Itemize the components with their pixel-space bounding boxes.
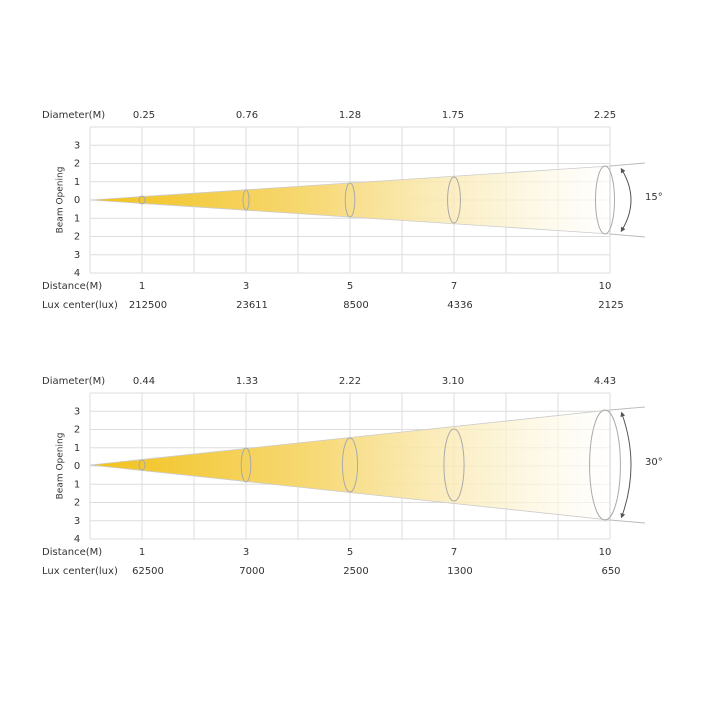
angle-arc: [620, 411, 632, 519]
lux: 2500: [343, 566, 368, 577]
y-tick: 1: [74, 479, 80, 490]
beam-section: [341, 437, 359, 493]
beam-section: [447, 176, 461, 224]
diameter: 2.25: [594, 110, 616, 121]
y-axis-label: Beam Opening: [56, 167, 66, 234]
y-axis-label: Beam Opening: [56, 433, 66, 500]
y-tick: 3: [74, 250, 80, 261]
distance-label: Distance(M): [42, 547, 102, 558]
beam-section: [594, 165, 616, 235]
edge: [609, 233, 646, 238]
distance: 3: [243, 547, 249, 558]
diameter: 0.76: [236, 110, 258, 121]
beam-section: [138, 195, 146, 205]
y-tick: 2: [74, 232, 80, 243]
lux: 8500: [343, 300, 368, 311]
lux: 62500: [132, 566, 164, 577]
diameter: 0.44: [133, 376, 155, 387]
diameter: 1.75: [442, 110, 464, 121]
beam-section: [242, 189, 250, 211]
y-tick: 2: [74, 498, 80, 509]
lux: 1300: [447, 566, 472, 577]
diameter: 1.28: [339, 110, 361, 121]
lux-label: Lux center(lux): [42, 566, 118, 577]
angle-arc: [620, 167, 632, 233]
diameter: 0.25: [133, 110, 155, 121]
distance: 7: [451, 547, 457, 558]
diameter: 3.10: [442, 376, 464, 387]
lux: 650: [601, 566, 620, 577]
beam-section: [589, 409, 621, 521]
lux-label: Lux center(lux): [42, 300, 118, 311]
distance: 7: [451, 281, 457, 292]
y-tick: 3: [74, 516, 80, 527]
diameter-label: Diameter(M): [42, 110, 105, 121]
angle: 30°: [645, 457, 663, 468]
lux: 4336: [447, 300, 472, 311]
y-tick: 4: [74, 534, 80, 545]
edge: [609, 406, 646, 411]
distance: 3: [243, 281, 249, 292]
edge: [609, 162, 646, 167]
distance: 5: [347, 281, 353, 292]
diameter: 2.22: [339, 376, 361, 387]
distance: 1: [139, 281, 145, 292]
diameter: 4.43: [594, 376, 616, 387]
beam-section: [344, 182, 356, 218]
distance: 10: [599, 547, 612, 558]
distance: 5: [347, 547, 353, 558]
y-tick: 3: [74, 406, 80, 417]
y-tick: 2: [74, 425, 80, 436]
diameter-label: Diameter(M): [42, 376, 105, 387]
beam-section: [443, 428, 465, 502]
lux: 2125: [598, 300, 623, 311]
y-tick: 1: [74, 443, 80, 454]
lux: 23611: [236, 300, 268, 311]
lux: 212500: [129, 300, 167, 311]
y-tick: 0: [74, 195, 80, 206]
y-tick: 0: [74, 461, 80, 472]
lux: 7000: [239, 566, 264, 577]
y-tick: 1: [74, 177, 80, 188]
beam-section: [240, 447, 252, 483]
diameter: 1.33: [236, 376, 258, 387]
edge: [609, 519, 646, 524]
distance: 10: [599, 281, 612, 292]
y-tick: 1: [74, 213, 80, 224]
y-tick: 2: [74, 159, 80, 170]
y-tick: 4: [74, 268, 80, 279]
y-tick: 3: [74, 140, 80, 151]
distance-label: Distance(M): [42, 281, 102, 292]
beam-section: [138, 459, 146, 471]
angle: 15°: [645, 192, 663, 203]
distance: 1: [139, 547, 145, 558]
